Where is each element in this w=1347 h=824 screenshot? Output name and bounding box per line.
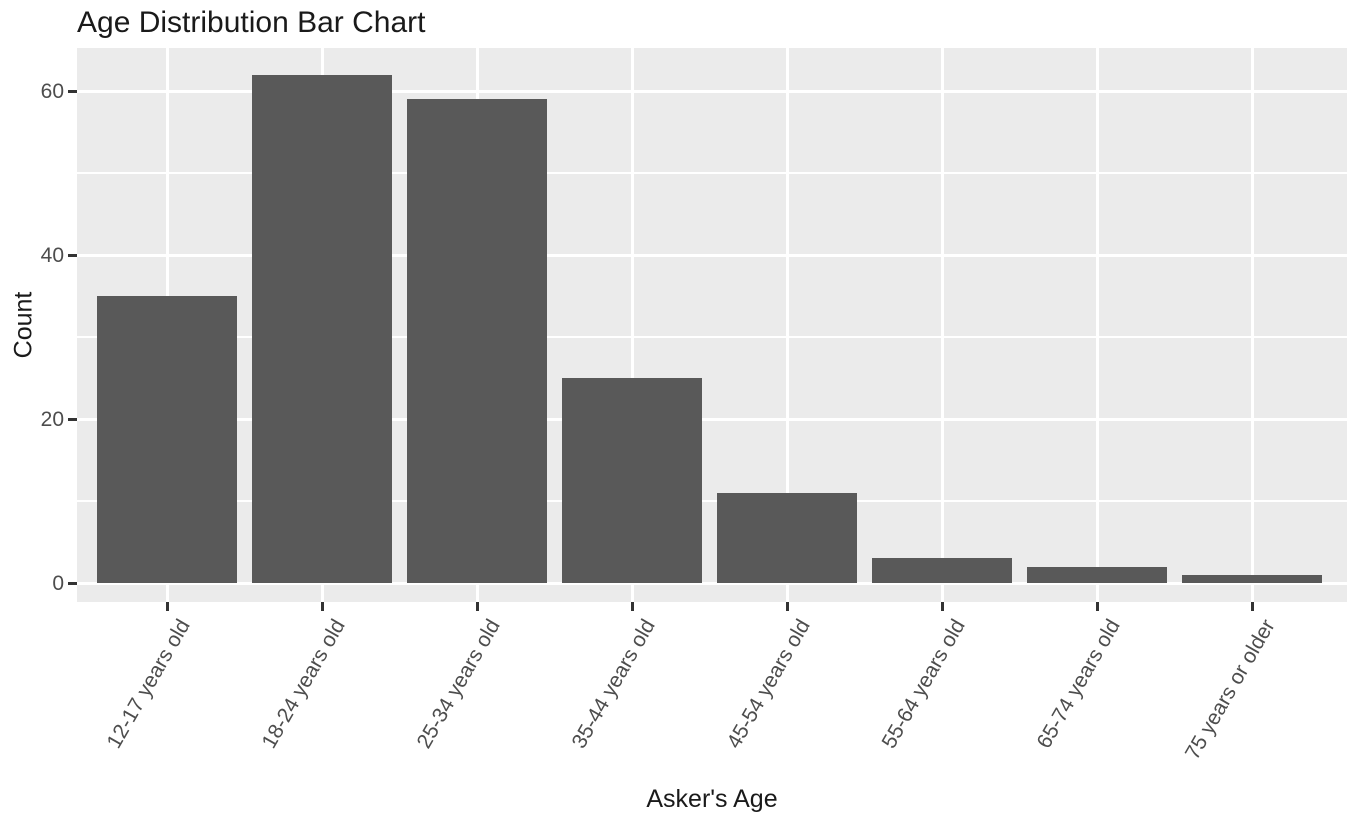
category-gridline xyxy=(630,48,634,602)
y-axis-title: Count xyxy=(9,291,38,359)
minor-gridline xyxy=(77,172,1347,174)
bar xyxy=(252,74,392,583)
x-tick-mark xyxy=(1095,602,1099,611)
bar xyxy=(872,558,1012,583)
x-tick-mark xyxy=(165,602,169,611)
x-tick-label: 45-54 years old xyxy=(722,615,816,753)
category-gridline xyxy=(940,48,944,602)
x-tick-mark xyxy=(320,602,324,611)
minor-gridline xyxy=(77,500,1347,502)
bar xyxy=(717,492,857,583)
y-tick-mark xyxy=(68,417,77,421)
y-tick-label: 20 xyxy=(40,408,64,431)
x-tick-label: 75 years or older xyxy=(1181,615,1281,764)
category-gridline xyxy=(1095,48,1099,602)
y-tick-mark xyxy=(68,581,77,585)
x-tick-mark xyxy=(940,602,944,611)
x-tick-label: 35-44 years old xyxy=(567,615,661,753)
major-gridline xyxy=(77,253,1347,257)
y-tick-label: 40 xyxy=(40,244,64,267)
x-tick-mark xyxy=(785,602,789,611)
x-tick-label: 18-24 years old xyxy=(257,615,351,753)
bar xyxy=(1027,566,1167,583)
x-tick-mark xyxy=(475,602,479,611)
major-gridline xyxy=(77,417,1347,421)
x-axis-title: Asker's Age xyxy=(646,785,778,813)
y-tick-mark xyxy=(68,89,77,93)
x-tick-label: 65-74 years old xyxy=(1032,615,1126,753)
category-gridline xyxy=(785,48,789,602)
bar xyxy=(1182,574,1322,583)
chart-title: Age Distribution Bar Chart xyxy=(77,6,426,39)
x-tick-label: 25-34 years old xyxy=(412,615,506,753)
x-tick-mark xyxy=(1250,602,1254,611)
bar xyxy=(407,99,547,583)
category-gridline xyxy=(1250,48,1254,602)
minor-gridline xyxy=(77,336,1347,338)
x-tick-mark xyxy=(630,602,634,611)
x-tick-label: 55-64 years old xyxy=(877,615,971,753)
y-tick-label: 0 xyxy=(52,572,64,595)
x-tick-label: 12-17 years old xyxy=(102,615,196,753)
bar xyxy=(562,378,702,583)
y-tick-label: 60 xyxy=(40,80,64,103)
plot-panel xyxy=(77,48,1347,602)
y-tick-mark xyxy=(68,253,77,257)
bar xyxy=(97,296,237,583)
major-gridline xyxy=(77,89,1347,93)
major-gridline xyxy=(77,581,1347,585)
